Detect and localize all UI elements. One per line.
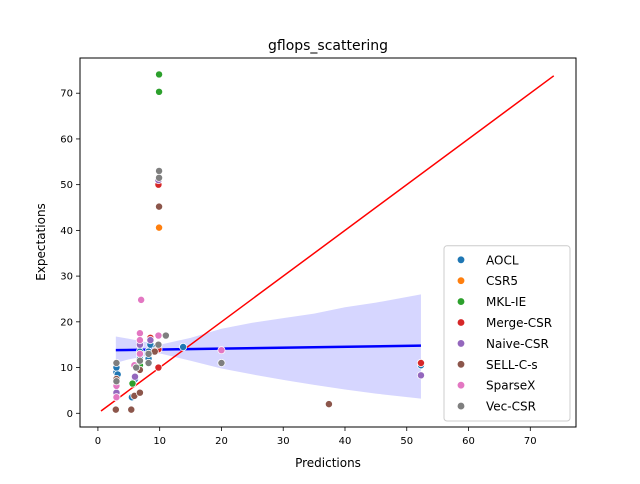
confidence-band-layer bbox=[115, 294, 421, 399]
y-tick-label: 40 bbox=[60, 226, 73, 237]
data-point-vec-csr bbox=[154, 340, 163, 349]
legend-label-csr5: CSR5 bbox=[486, 274, 518, 288]
regression-line bbox=[115, 344, 421, 352]
y-tick-label: 50 bbox=[60, 180, 73, 191]
data-point-sparsex bbox=[135, 336, 144, 345]
points-layer bbox=[111, 70, 425, 414]
data-point-sparsex bbox=[137, 295, 146, 304]
data-point-vec-csr bbox=[155, 173, 164, 182]
identity-line bbox=[100, 75, 555, 412]
data-point-vec-csr bbox=[217, 359, 226, 367]
y-tick-label: 60 bbox=[60, 134, 73, 145]
data-point-vec-csr bbox=[144, 359, 153, 367]
x-tick-label: 70 bbox=[524, 436, 537, 447]
legend: AOCL CSR5 MKL-IE Merge-CSR Naive-CSR SELL-C-s… bbox=[443, 245, 571, 422]
data-point-sparsex bbox=[154, 331, 163, 340]
legend-marker-naive-csr bbox=[456, 339, 466, 348]
y-tick-label: 30 bbox=[60, 272, 73, 283]
legend-marker-aocl bbox=[456, 255, 466, 264]
legend-label-mkl-ie: MKL-IE bbox=[486, 295, 526, 309]
confidence-band bbox=[115, 294, 421, 399]
y-tick-label: 20 bbox=[60, 317, 73, 328]
x-tick-label: 0 bbox=[95, 436, 101, 447]
x-tick-label: 40 bbox=[339, 436, 352, 447]
data-point-vec-csr bbox=[132, 363, 141, 372]
data-point-mkl-ie bbox=[128, 379, 137, 388]
data-point-sparsex bbox=[135, 349, 144, 358]
legend-box bbox=[443, 245, 571, 422]
data-point-merge-csr bbox=[154, 363, 163, 372]
y-tick-label: 70 bbox=[60, 89, 73, 100]
axis-ticks: 0 10 20 30 40 50 60 70 0 10 20 30 40 50 60 70 bbox=[60, 89, 536, 447]
data-point-naive-csr bbox=[130, 372, 139, 381]
data-point-mkl-ie bbox=[155, 70, 164, 79]
x-tick-label: 50 bbox=[400, 436, 413, 447]
y-tick-label: 10 bbox=[60, 363, 73, 374]
data-point-vec-csr bbox=[112, 359, 121, 367]
x-tick-label: 60 bbox=[462, 436, 475, 447]
data-point-vec-csr bbox=[161, 331, 170, 340]
data-point-vec-csr bbox=[112, 377, 121, 386]
legend-label-merge-csr: Merge-CSR bbox=[486, 316, 552, 330]
plot-frame bbox=[79, 57, 577, 428]
data-point-sparsex bbox=[112, 393, 121, 402]
data-point-vec-csr bbox=[155, 166, 164, 175]
data-point-vec-csr bbox=[144, 349, 153, 358]
lines-layer bbox=[100, 75, 555, 412]
x-axis-label: Predictions bbox=[295, 456, 361, 470]
legend-marker-sell-c-s bbox=[456, 360, 466, 369]
chart-title: gflops_scattering bbox=[268, 38, 388, 54]
legend-marker-vec-csr bbox=[456, 401, 466, 411]
data-point-naive-csr bbox=[146, 336, 155, 345]
data-point-sell-c-s bbox=[111, 405, 120, 414]
legend-label-vec-csr: Vec-CSR bbox=[486, 400, 536, 414]
legend-label-sparsex: SparseX bbox=[486, 379, 535, 393]
data-point-sell-c-s bbox=[127, 405, 136, 414]
legend-label-sell-c-s: SELL-C-s bbox=[486, 358, 538, 372]
data-point-sparsex bbox=[217, 346, 226, 355]
data-point-naive-csr bbox=[416, 371, 425, 380]
legend-label-naive-csr: Naive-CSR bbox=[486, 337, 549, 351]
data-point-sell-c-s bbox=[135, 388, 144, 397]
legend-marker-csr5 bbox=[456, 276, 466, 285]
x-tick-label: 20 bbox=[215, 436, 228, 447]
data-point-sell-c-s bbox=[324, 400, 333, 409]
data-point-sell-c-s bbox=[155, 202, 164, 211]
data-point-mkl-ie bbox=[155, 87, 164, 96]
legend-label-aocl: AOCL bbox=[486, 253, 519, 267]
legend-marker-sparsex bbox=[456, 381, 466, 390]
data-point-vec-csr bbox=[135, 356, 144, 365]
legend-marker-mkl-ie bbox=[456, 297, 466, 306]
data-point-csr5 bbox=[155, 223, 164, 232]
data-point-merge-csr bbox=[416, 359, 425, 367]
x-tick-label: 10 bbox=[153, 436, 166, 447]
data-point-sparsex bbox=[135, 329, 144, 338]
y-axis-label: Expectations bbox=[34, 203, 48, 281]
y-tick-label: 0 bbox=[67, 409, 73, 420]
x-tick-label: 30 bbox=[277, 436, 290, 447]
data-point-aocl bbox=[179, 343, 188, 351]
legend-marker-merge-csr bbox=[456, 318, 466, 327]
